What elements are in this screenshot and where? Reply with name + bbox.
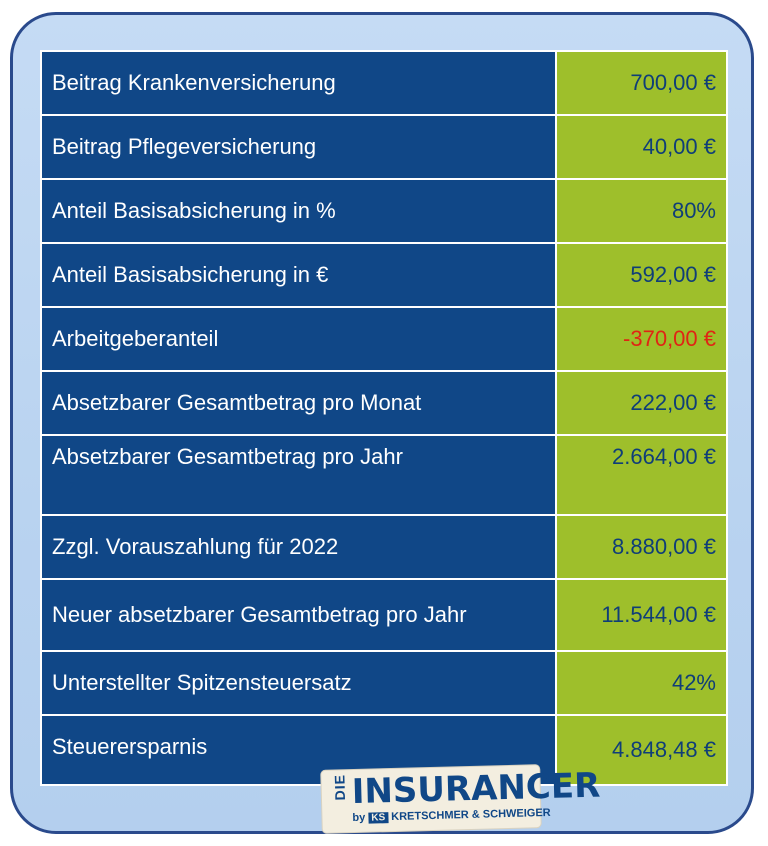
row-label: Anteil Basisabsicherung in € xyxy=(40,242,557,308)
row-label: Absetzbarer Gesamtbetrag pro Monat xyxy=(40,370,557,436)
table-row: Arbeitgeberanteil -370,00 € xyxy=(40,306,728,372)
row-value: 11.544,00 € xyxy=(555,578,728,652)
row-label: Neuer absetzbarer Gesamtbetrag pro Jahr xyxy=(40,578,557,652)
row-value: 80% xyxy=(555,178,728,244)
row-label: Beitrag Krankenversicherung xyxy=(40,50,557,116)
logo-by: by xyxy=(352,811,366,825)
table-row: Beitrag Pflegeversicherung 40,00 € xyxy=(40,114,728,180)
table-row: Steuerersparnis 4.848,48 € xyxy=(40,714,728,786)
logo-prefix: DIE xyxy=(331,773,349,801)
row-value: 8.880,00 € xyxy=(555,514,728,580)
logo-brand: INSURANCER xyxy=(351,765,601,813)
table-row: Unterstellter Spitzensteuersatz 42% xyxy=(40,650,728,716)
row-value: 2.664,00 € xyxy=(555,434,728,516)
table-row: Absetzbarer Gesamtbetrag pro Jahr 2.664,… xyxy=(40,434,728,516)
table-row: Anteil Basisabsicherung in % 80% xyxy=(40,178,728,244)
table-row: Absetzbarer Gesamtbetrag pro Monat 222,0… xyxy=(40,370,728,436)
row-label: Unterstellter Spitzensteuersatz xyxy=(40,650,557,716)
row-value: 4.848,48 € xyxy=(555,714,728,786)
row-value: 700,00 € xyxy=(555,50,728,116)
row-value-negative: -370,00 € xyxy=(555,306,728,372)
ks-logo-icon: KS xyxy=(368,812,389,824)
table-row: Anteil Basisabsicherung in € 592,00 € xyxy=(40,242,728,308)
table-row: Zzgl. Vorauszahlung für 2022 8.880,00 € xyxy=(40,514,728,580)
row-label: Beitrag Pflegeversicherung xyxy=(40,114,557,180)
row-value: 40,00 € xyxy=(555,114,728,180)
row-label: Absetzbarer Gesamtbetrag pro Jahr xyxy=(40,434,557,516)
row-label: Anteil Basisabsicherung in % xyxy=(40,178,557,244)
insurancer-logo: DIE INSURANCER by KS KRETSCHMER & SCHWEIGE… xyxy=(321,765,601,833)
row-label: Steuerersparnis xyxy=(40,714,557,786)
row-value: 222,00 € xyxy=(555,370,728,436)
row-value: 592,00 € xyxy=(555,242,728,308)
row-value: 42% xyxy=(555,650,728,716)
tax-calculation-table: Beitrag Krankenversicherung 700,00 € Bei… xyxy=(40,50,728,786)
table-row: Beitrag Krankenversicherung 700,00 € xyxy=(40,50,728,116)
row-label: Arbeitgeberanteil xyxy=(40,306,557,372)
table-row: Neuer absetzbarer Gesamtbetrag pro Jahr … xyxy=(40,578,728,652)
row-label: Zzgl. Vorauszahlung für 2022 xyxy=(40,514,557,580)
